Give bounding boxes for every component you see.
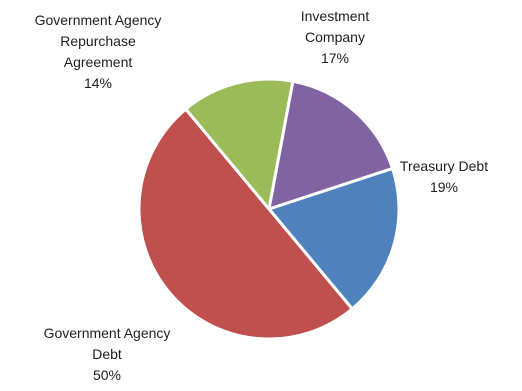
slice-label-investment-company: Investment Company 17% <box>300 8 370 66</box>
slice-label-treasury-debt: Treasury Debt 19% <box>399 158 489 195</box>
pie-slice-investment-company <box>267 79 394 211</box>
slice-label-government-agency-debt: Government Agency Debt 50% <box>43 325 171 383</box>
pie-slice-treasury-debt <box>267 166 401 311</box>
pie-slice-government-agency-debt <box>137 107 354 341</box>
pie-slice-government-agency-repurchase-agreement <box>184 77 295 211</box>
slice-label-government-agency-repurchase-agreement: Government Agency Repurchase Agreement 1… <box>34 12 162 91</box>
